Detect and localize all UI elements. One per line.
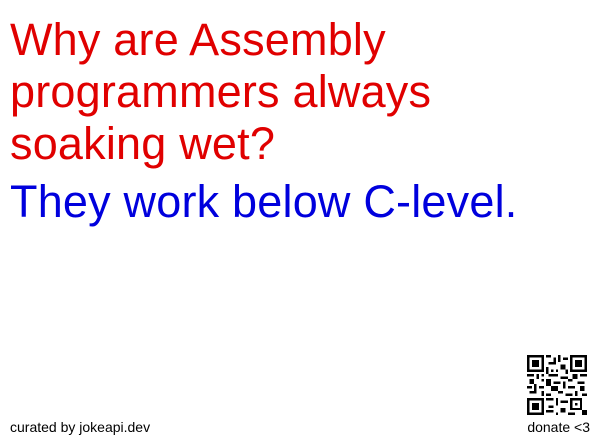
joke-delivery: They work below C-level. — [10, 176, 518, 227]
joke-setup: Why are Assembly programmers always soak… — [10, 14, 432, 169]
qr-code-icon[interactable] — [527, 355, 587, 415]
joke-container: Why are Assembly programmers always soak… — [10, 14, 590, 228]
donate-link[interactable]: donate <3 — [527, 419, 590, 435]
credit-text: curated by jokeapi.dev — [10, 419, 151, 435]
